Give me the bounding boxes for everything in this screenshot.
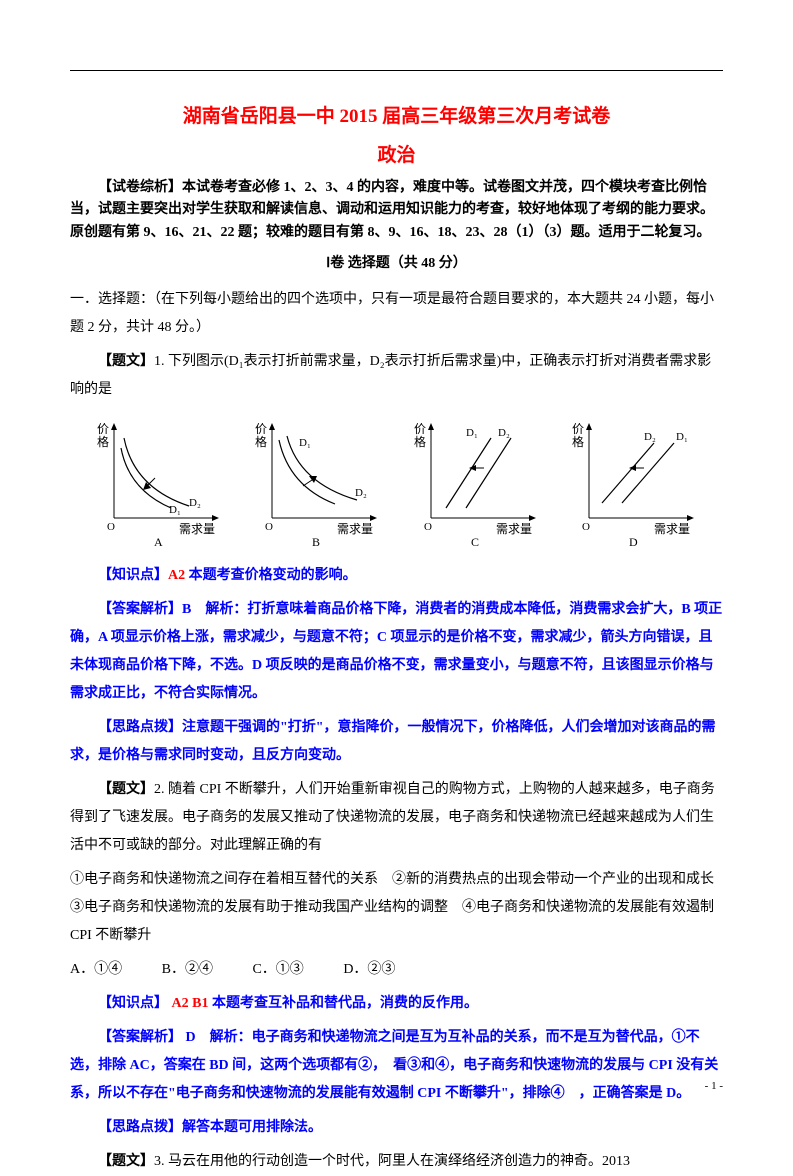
svg-text:D: D <box>629 535 638 548</box>
svg-text:D₁: D₁ <box>169 504 181 516</box>
svg-text:价: 价 <box>414 422 426 436</box>
svg-text:格: 格 <box>97 434 109 449</box>
opt-d: D．②③ <box>343 962 395 977</box>
svg-text:价: 价 <box>572 422 584 436</box>
q3-stem-text: 3. 马云在用他的行动创造一个时代，阿里人在演绎络经济创造力的神奇。2013 <box>154 1154 630 1169</box>
main-title: 湖南省岳阳县一中 2015 届高三年级第三次月考试卷 <box>70 101 723 128</box>
y-label-a: 价 <box>97 422 109 436</box>
q2-knowledge: 【知识点】 A2 B1 本题考查互补品和替代品，消费的反作用。 <box>70 990 723 1018</box>
hint-label: 【思路点拨】 <box>98 1120 182 1135</box>
chart-c: 价 格 O D₁ D₂ 需求量 C <box>406 418 546 548</box>
q1-hint: 【思路点拨】注意题干强调的"打折"，意指降价，一般情况下，价格降低，人们会增加对… <box>70 714 723 770</box>
hint-label: 【思路点拨】 <box>98 720 182 735</box>
section-title: Ⅰ卷 选择题（共 48 分） <box>70 252 723 272</box>
q3-prefix: 【题文】 <box>98 1154 154 1169</box>
svg-text:D₁: D₁ <box>299 437 311 449</box>
svg-text:O: O <box>107 521 115 533</box>
svg-text:需求量: 需求量 <box>337 522 373 536</box>
svg-text:B: B <box>312 535 320 548</box>
svg-text:O: O <box>424 521 432 533</box>
svg-text:D₂: D₂ <box>498 427 510 439</box>
sub-title: 政治 <box>70 140 723 167</box>
q2-hint: 【思路点拨】解答本题可用排除法。 <box>70 1114 723 1142</box>
q2-stem-text: 2. 随着 CPI 不断攀升，人们开始重新审视自己的购物方式，上购物的人越来越多… <box>70 782 715 853</box>
top-divider <box>70 70 723 71</box>
svg-text:O: O <box>582 521 590 533</box>
q2-stem: 【题文】2. 随着 CPI 不断攀升，人们开始重新审视自己的购物方式，上购物的人… <box>70 776 723 860</box>
q2-items: ①电子商务和快递物流之间存在着相互替代的关系 ②新的消费热点的出现会带动一个产业… <box>70 866 723 950</box>
chart-a: 价 格 O D₂ D₁ 需求量 A <box>89 418 229 548</box>
q1-knowledge: 【知识点】A2 本题考查价格变动的影响。 <box>70 562 723 590</box>
knowledge-text: 本题考查价格变动的影响。 <box>185 568 357 583</box>
svg-text:D₂: D₂ <box>355 487 367 499</box>
svg-text:C: C <box>471 535 479 548</box>
opt-c: C．①③ <box>252 962 303 977</box>
svg-text:格: 格 <box>414 434 426 449</box>
svg-text:D₂: D₂ <box>644 431 656 443</box>
opt-b: B．②④ <box>162 962 213 977</box>
svg-text:D₂: D₂ <box>189 497 201 509</box>
svg-text:A: A <box>154 535 163 548</box>
q3-stem: 【题文】3. 马云在用他的行动创造一个时代，阿里人在演绎络经济创造力的神奇。20… <box>70 1148 723 1176</box>
chart-b: 价 格 O D₁ D₂ 需求量 B <box>247 418 387 548</box>
hint-text: 解答本题可用排除法。 <box>182 1120 322 1135</box>
knowledge-code: A2 B1 <box>168 996 208 1011</box>
q1-stem: 【题文】1. 下列图示(D₁表示打折前需求量，D₂表示打折后需求量)中，正确表示… <box>70 348 723 404</box>
knowledge-text: 本题考查互补品和替代品，消费的反作用。 <box>208 996 478 1011</box>
exam-intro: 【试卷综析】本试卷考查必修 1、2、3、4 的内容，难度中等。试卷图文并茂，四个… <box>70 177 723 244</box>
page-number: - 1 - <box>705 1080 723 1092</box>
svg-text:D₁: D₁ <box>466 427 478 439</box>
q2-options: A．①④ B．②④ C．①③ D．②③ <box>70 956 723 984</box>
q2-prefix: 【题文】 <box>98 782 154 797</box>
answer-label: 【答案解析】 D <box>98 1030 196 1045</box>
svg-text:需求量: 需求量 <box>654 522 690 536</box>
q1-stem-text: 1. 下列图示(D₁表示打折前需求量，D₂表示打折后需求量)中，正确表示打折对消… <box>70 354 711 397</box>
svg-text:格: 格 <box>255 434 267 449</box>
q1-answer: 【答案解析】B 解析：打折意味着商品价格下降，消费者的消费成本降低，消费需求会扩… <box>70 596 723 708</box>
svg-text:需求量: 需求量 <box>496 522 532 536</box>
svg-text:格: 格 <box>572 434 584 449</box>
svg-text:O: O <box>265 521 273 533</box>
q2-answer: 【答案解析】 D 解析：电子商务和快递物流之间是互为互补品的关系，而不是互为替代… <box>70 1024 723 1108</box>
svg-text:需求量: 需求量 <box>179 522 215 536</box>
chart-d: 价 格 O D₂ D₁ 需求量 D <box>564 418 704 548</box>
knowledge-code: A2 <box>168 568 185 583</box>
knowledge-label: 【知识点】 <box>98 568 168 583</box>
answer-label: 【答案解析】B <box>98 602 191 617</box>
opt-a: A．①④ <box>70 962 122 977</box>
selection-intro: 一．选择题：（在下列每小题给出的四个选项中，只有一项是最符合题目要求的，本大题共… <box>70 286 723 342</box>
svg-text:价: 价 <box>255 422 267 436</box>
knowledge-label: 【知识点】 <box>98 996 168 1011</box>
charts-row: 价 格 O D₂ D₁ 需求量 A 价 格 O D₁ D₂ 需求量 B 价 格 <box>70 418 723 548</box>
svg-text:D₁: D₁ <box>676 431 688 443</box>
q1-prefix: 【题文】 <box>98 354 154 369</box>
